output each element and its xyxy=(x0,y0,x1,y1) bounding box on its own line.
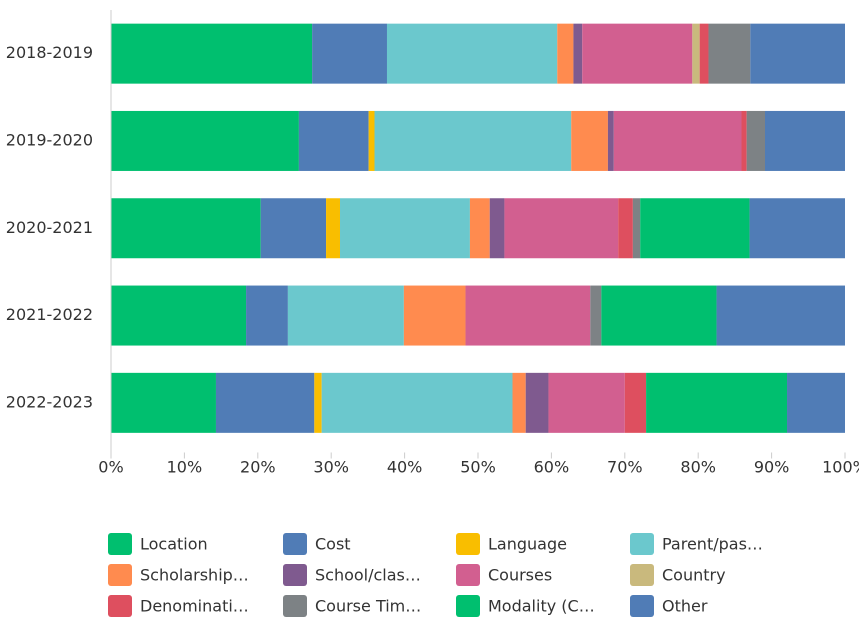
x-tick-label: 50% xyxy=(460,458,496,477)
legend-swatch xyxy=(456,533,480,555)
legend-label: Language xyxy=(488,535,567,554)
bar-segment xyxy=(557,23,574,84)
bar-segment xyxy=(111,372,216,433)
y-tick-label: 2019-2020 xyxy=(6,130,93,149)
bar-segment xyxy=(646,372,788,433)
bar-segment xyxy=(624,372,647,433)
bar-segment xyxy=(260,198,327,259)
bar-segment xyxy=(548,372,625,433)
legend-swatch xyxy=(630,564,654,586)
y-tick-label: 2021-2022 xyxy=(6,305,93,324)
bar-segment xyxy=(525,372,549,433)
legend-swatch xyxy=(283,564,307,586)
bar-segment xyxy=(386,23,558,84)
bar-segment xyxy=(246,285,288,346)
x-tick-label: 40% xyxy=(387,458,423,477)
legend-label: Course Tim… xyxy=(315,597,421,616)
x-tick-label: 20% xyxy=(240,458,276,477)
bar-segment xyxy=(708,23,751,84)
y-tick-label: 2018-2019 xyxy=(6,43,93,62)
bar-segment xyxy=(469,198,490,259)
legend-label: Country xyxy=(662,566,726,585)
bar-segment xyxy=(749,198,845,259)
legend-swatch xyxy=(630,533,654,555)
bar-segment xyxy=(571,110,608,171)
bar-segment xyxy=(632,198,641,259)
legend-swatch xyxy=(108,533,132,555)
legend-label: Parent/pas… xyxy=(662,535,763,554)
bar-segment xyxy=(111,198,261,259)
x-tick-label: 30% xyxy=(313,458,349,477)
bar-segment xyxy=(764,110,845,171)
bar-segment xyxy=(340,198,470,259)
bar-segment xyxy=(326,198,341,259)
legend-label: Courses xyxy=(488,566,552,585)
bar-segment xyxy=(489,198,505,259)
bar-segment xyxy=(590,285,602,346)
legend-label: Denominati… xyxy=(140,597,249,616)
bar-segment xyxy=(746,110,765,171)
x-tick-label: 80% xyxy=(680,458,716,477)
bar-segment xyxy=(640,198,750,259)
bar-segment xyxy=(613,110,742,171)
x-tick-label: 0% xyxy=(98,458,123,477)
legend-swatch xyxy=(283,533,307,555)
bar-segment xyxy=(692,23,700,84)
legend-swatch xyxy=(108,564,132,586)
x-tick-label: 90% xyxy=(754,458,790,477)
bar-segment xyxy=(716,285,845,346)
bar-segment xyxy=(298,110,369,171)
bar-segment xyxy=(312,23,387,84)
bar-segment xyxy=(215,372,315,433)
bar-segment xyxy=(321,372,513,433)
bar-segment xyxy=(504,198,619,259)
legend-label: School/clas… xyxy=(315,566,421,585)
bar-segment xyxy=(787,372,845,433)
legend-swatch xyxy=(456,564,480,586)
bar-segment xyxy=(607,110,614,171)
bar-segment xyxy=(374,110,572,171)
x-tick-label: 10% xyxy=(167,458,203,477)
bar-segment xyxy=(601,285,717,346)
bar-segment xyxy=(111,110,299,171)
legend-label: Location xyxy=(140,535,208,554)
bar-segment xyxy=(287,285,404,346)
legend-swatch xyxy=(630,595,654,617)
bar-segment xyxy=(111,285,247,346)
bar-segment xyxy=(368,110,375,171)
bar-segment xyxy=(582,23,693,84)
legend-swatch xyxy=(456,595,480,617)
y-tick-label: 2022-2023 xyxy=(6,392,93,411)
x-tick-label: 70% xyxy=(607,458,643,477)
bar-segment xyxy=(618,198,633,259)
x-tick-label: 100% xyxy=(822,458,859,477)
x-tick-label: 60% xyxy=(534,458,570,477)
legend-label: Cost xyxy=(315,535,351,554)
bar-segment xyxy=(465,285,591,346)
bar-segment xyxy=(741,110,747,171)
bar-segment xyxy=(403,285,466,346)
legend-label: Modality (C… xyxy=(488,597,595,616)
y-tick-label: 2020-2021 xyxy=(6,218,93,237)
bar-segment xyxy=(111,23,313,84)
bar-segment xyxy=(750,23,845,84)
legend-swatch xyxy=(283,595,307,617)
bar-segment xyxy=(512,372,526,433)
bar-segment xyxy=(699,23,709,84)
legend-swatch xyxy=(108,595,132,617)
legend-label: Scholarship… xyxy=(140,566,249,585)
legend-label: Other xyxy=(662,597,708,616)
bar-segment xyxy=(314,372,322,433)
bar-segment xyxy=(573,23,583,84)
